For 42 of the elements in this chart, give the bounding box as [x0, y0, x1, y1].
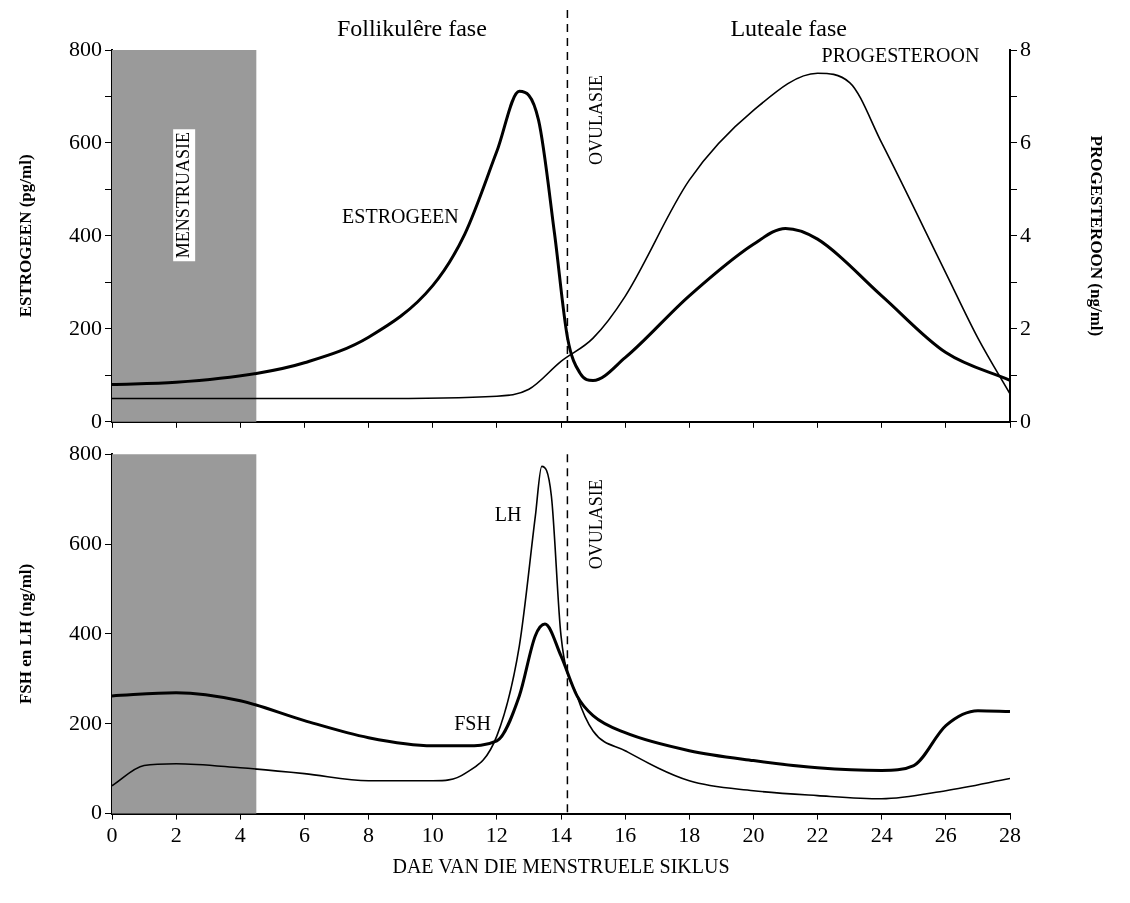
x-tick-label: 2 [170, 821, 182, 847]
x-tick-label: 22 [806, 821, 829, 847]
y-tick-label: 800 [69, 439, 102, 465]
x-tick-label: 4 [234, 821, 246, 847]
y-tick-label: 0 [91, 407, 102, 433]
y-tick-label: 200 [69, 709, 102, 735]
y2-tick-label: 0 [1020, 407, 1031, 433]
x-tick-label: 14 [550, 821, 572, 847]
y-tick-label: 400 [69, 221, 102, 247]
y-tick-label: 200 [69, 314, 102, 340]
y2-axis-title: PROGESTEROON (ng/ml) [1087, 135, 1107, 337]
x-tick-label: 12 [485, 821, 508, 847]
series-label: ESTROGEEN [342, 205, 459, 228]
x-tick-label: 16 [614, 821, 637, 847]
y-axis-title: ESTROGEEN (pg/ml) [15, 154, 35, 318]
x-tick-label: 26 [934, 821, 957, 847]
y-tick-label: 600 [69, 529, 102, 555]
x-tick-label: 6 [298, 821, 310, 847]
band-label: MENSTRUASIE [172, 132, 193, 259]
series-label: LH [494, 503, 522, 526]
y2-tick-label: 6 [1020, 128, 1031, 154]
x-tick-label: 8 [363, 821, 375, 847]
y-tick-label: 800 [69, 35, 102, 61]
y2-tick-label: 2 [1020, 314, 1031, 340]
x-tick-label: 10 [421, 821, 444, 847]
x-axis-title: DAE VAN DIE MENSTRUELE SIKLUS [392, 855, 730, 878]
text: Luteale fase [730, 15, 847, 42]
x-tick-label: 20 [742, 821, 765, 847]
y-tick-label: 0 [91, 799, 102, 825]
y2-tick-label: 4 [1020, 221, 1031, 247]
x-tick-label: 28 [999, 821, 1021, 847]
x-tick-label: 18 [678, 821, 701, 847]
ref-line-label: OVULASIE [586, 479, 607, 570]
y-tick-label: 600 [69, 128, 102, 154]
x-tick-label: 24 [870, 821, 893, 847]
y-tick-label: 400 [69, 619, 102, 645]
y2-tick-label: 8 [1020, 35, 1031, 61]
text: Follikulêre fase [336, 15, 487, 42]
y-axis-title: FSH en LH (ng/ml) [15, 563, 35, 705]
ref-line-label: OVULASIE [586, 75, 607, 165]
series-label: FSH [454, 712, 491, 735]
series-label: PROGESTEROON [821, 44, 980, 67]
